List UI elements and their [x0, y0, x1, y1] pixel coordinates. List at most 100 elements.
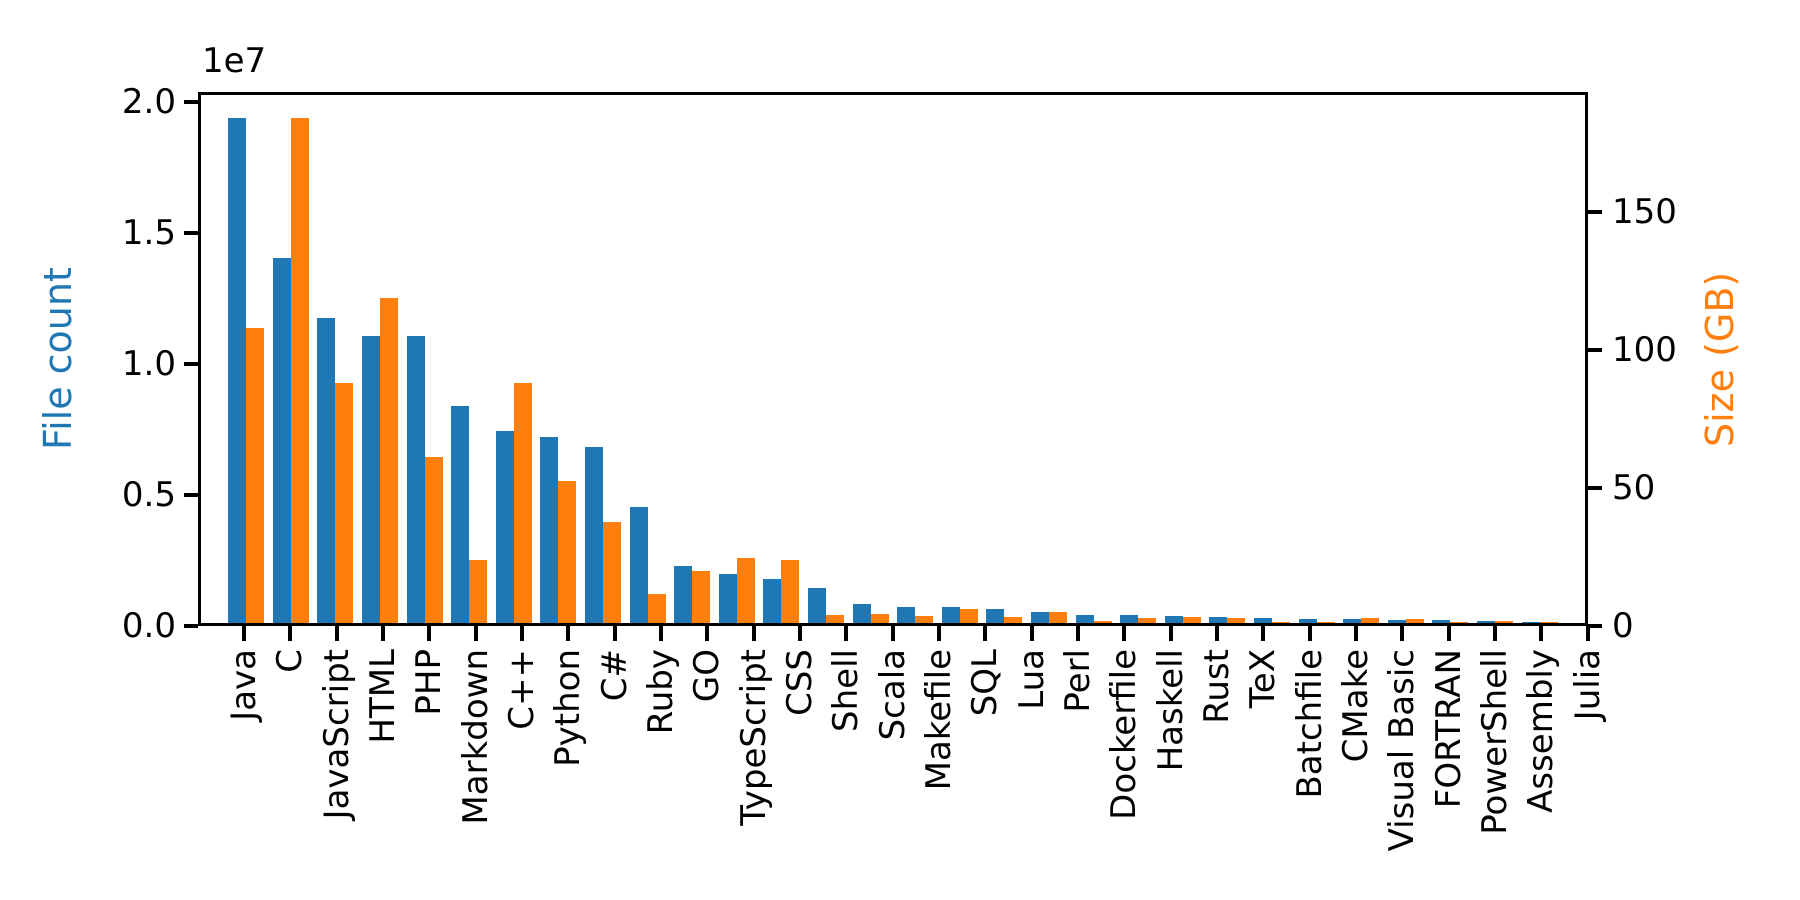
x-label-shell: Shell — [826, 649, 867, 732]
x-label-java: Java — [224, 649, 265, 721]
size-bar-dockerfile — [1093, 621, 1112, 623]
bar-group-go — [670, 95, 715, 623]
right-tick-mark-100 — [1588, 348, 1602, 353]
x-tick-mark-makefile — [937, 626, 942, 641]
x-label-cell-go: GO — [684, 649, 730, 899]
x-label-cell-assembly: Assembly — [1518, 649, 1564, 899]
left-tick-mark-2.0 — [184, 100, 198, 105]
x-label-html: HTML — [363, 649, 404, 744]
file-count-bar-css — [763, 579, 782, 623]
x-tick-mark-julia — [1585, 626, 1590, 641]
x-tick-cell-ruby — [638, 626, 684, 641]
left-tick-mark-1.0 — [184, 362, 198, 367]
size-bar-java — [246, 328, 265, 623]
bar-group-tex — [1205, 95, 1250, 623]
x-tick-cell-lua — [1009, 626, 1055, 641]
size-bar-c — [603, 522, 622, 623]
file-count-bar-c — [272, 258, 291, 623]
x-tick-mark-c — [612, 626, 617, 641]
bar-group-scala — [848, 95, 893, 623]
size-bar-tex — [1227, 617, 1246, 623]
x-label-tex: TeX — [1243, 649, 1284, 709]
x-tick-mark-javascript — [334, 626, 339, 641]
x-tick-mark-cmake — [1354, 626, 1359, 641]
size-bar-visual-basic — [1361, 618, 1380, 623]
bar-group-php — [402, 95, 447, 623]
x-tick-cell-c — [267, 626, 313, 641]
x-tick-mark-fortran — [1446, 626, 1451, 641]
x-label-cell-tex: TeX — [1240, 649, 1286, 899]
plot-area — [198, 92, 1588, 626]
size-bar-julia — [1539, 622, 1558, 623]
x-tick-cell-sql — [962, 626, 1008, 641]
file-count-bar-php — [406, 335, 425, 623]
x-label-typescript: TypeScript — [733, 649, 774, 826]
left-tick-mark-0.0 — [184, 624, 198, 628]
bar-group-julia — [1517, 95, 1562, 623]
x-tick-cell-typescript — [731, 626, 777, 641]
file-count-bar-markdown — [451, 405, 470, 623]
x-label-visual-basic: Visual Basic — [1382, 649, 1423, 852]
x-axis-ticks — [198, 626, 1634, 641]
x-axis-labels: Java C JavaScript HTML PHP Markdown C++ Python C… — [198, 649, 1634, 899]
x-label-cell-c: C# — [592, 649, 638, 899]
size-bar-c — [290, 118, 309, 623]
size-bar-makefile — [915, 616, 934, 623]
size-bar-javascript — [335, 382, 354, 623]
x-tick-mark-python — [566, 626, 571, 641]
x-tick-cell-perl — [1055, 626, 1101, 641]
x-tick-mark-batchfile — [1307, 626, 1312, 641]
file-count-bar-typescript — [718, 573, 737, 623]
x-label-fortran: FORTRAN — [1428, 649, 1469, 809]
x-label-cell-lua: Lua — [1009, 649, 1055, 899]
x-label-cell-scala: Scala — [870, 649, 916, 899]
file-count-bar-go — [674, 566, 693, 623]
bar-group-powershell — [1428, 95, 1473, 623]
bar-group-sql — [938, 95, 983, 623]
bar-group-cmake — [1294, 95, 1339, 623]
x-label-javascript: JavaScript — [316, 649, 357, 820]
x-label-cell-shell: Shell — [823, 649, 869, 899]
file-count-bar-scala — [852, 603, 871, 623]
x-tick-mark-typescript — [751, 626, 756, 641]
file-count-bar-haskell — [1120, 615, 1139, 623]
bar-group-c — [269, 95, 314, 623]
file-count-bar-rust — [1164, 615, 1183, 623]
x-tick-mark-scala — [890, 626, 895, 641]
right-tick-label-50: 50 — [1612, 468, 1656, 508]
x-tick-cell-java — [221, 626, 267, 641]
x-tick-cell-html — [360, 626, 406, 641]
x-label-cell-rust: Rust — [1194, 649, 1240, 899]
x-tick-cell-haskell — [1148, 626, 1194, 641]
size-bar-cmake — [1316, 622, 1335, 623]
file-count-bar-dockerfile — [1075, 614, 1094, 623]
x-tick-cell-c — [592, 626, 638, 641]
bar-group-dockerfile — [1071, 95, 1116, 623]
left-tick-mark-1.5 — [184, 231, 198, 236]
x-label-cell-html: HTML — [360, 649, 406, 899]
x-label-cell-c: C — [267, 649, 313, 899]
x-label-cell-ruby: Ruby — [638, 649, 684, 899]
x-tick-cell-visual-basic — [1379, 626, 1425, 641]
right-tick-label-0: 0 — [1612, 606, 1634, 646]
file-count-bar-tex — [1209, 617, 1228, 623]
x-label-php: PHP — [409, 649, 450, 716]
x-tick-cell-javascript — [314, 626, 360, 641]
x-label-cell-javascript: JavaScript — [314, 649, 360, 899]
x-tick-mark-html — [381, 626, 386, 641]
x-tick-cell-python — [545, 626, 591, 641]
size-bar-ruby — [647, 594, 666, 623]
right-tick-label-150: 150 — [1612, 192, 1677, 233]
x-label-cell-css: CSS — [777, 649, 823, 899]
bars-container — [201, 95, 1585, 623]
bar-group-javascript — [313, 95, 358, 623]
x-label-cell-powershell: PowerShell — [1472, 649, 1518, 899]
x-label-cell-java: Java — [221, 649, 267, 899]
file-count-bar-ruby — [629, 506, 648, 623]
file-count-bar-c — [585, 447, 604, 623]
file-count-bar-powershell — [1432, 619, 1451, 623]
x-label-c: C# — [594, 649, 635, 702]
x-label-cell-julia: Julia — [1565, 649, 1611, 899]
x-tick-mark-assembly — [1539, 626, 1544, 641]
size-bar-sql — [959, 609, 978, 623]
